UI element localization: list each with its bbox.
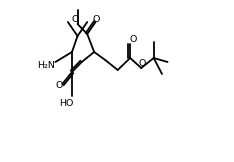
Text: O: O (129, 35, 137, 45)
Text: HO: HO (59, 99, 74, 109)
Text: O: O (55, 81, 62, 91)
Text: O: O (139, 59, 146, 69)
Text: O: O (92, 16, 100, 24)
Text: O: O (71, 16, 78, 24)
Text: H₂N: H₂N (37, 62, 55, 70)
